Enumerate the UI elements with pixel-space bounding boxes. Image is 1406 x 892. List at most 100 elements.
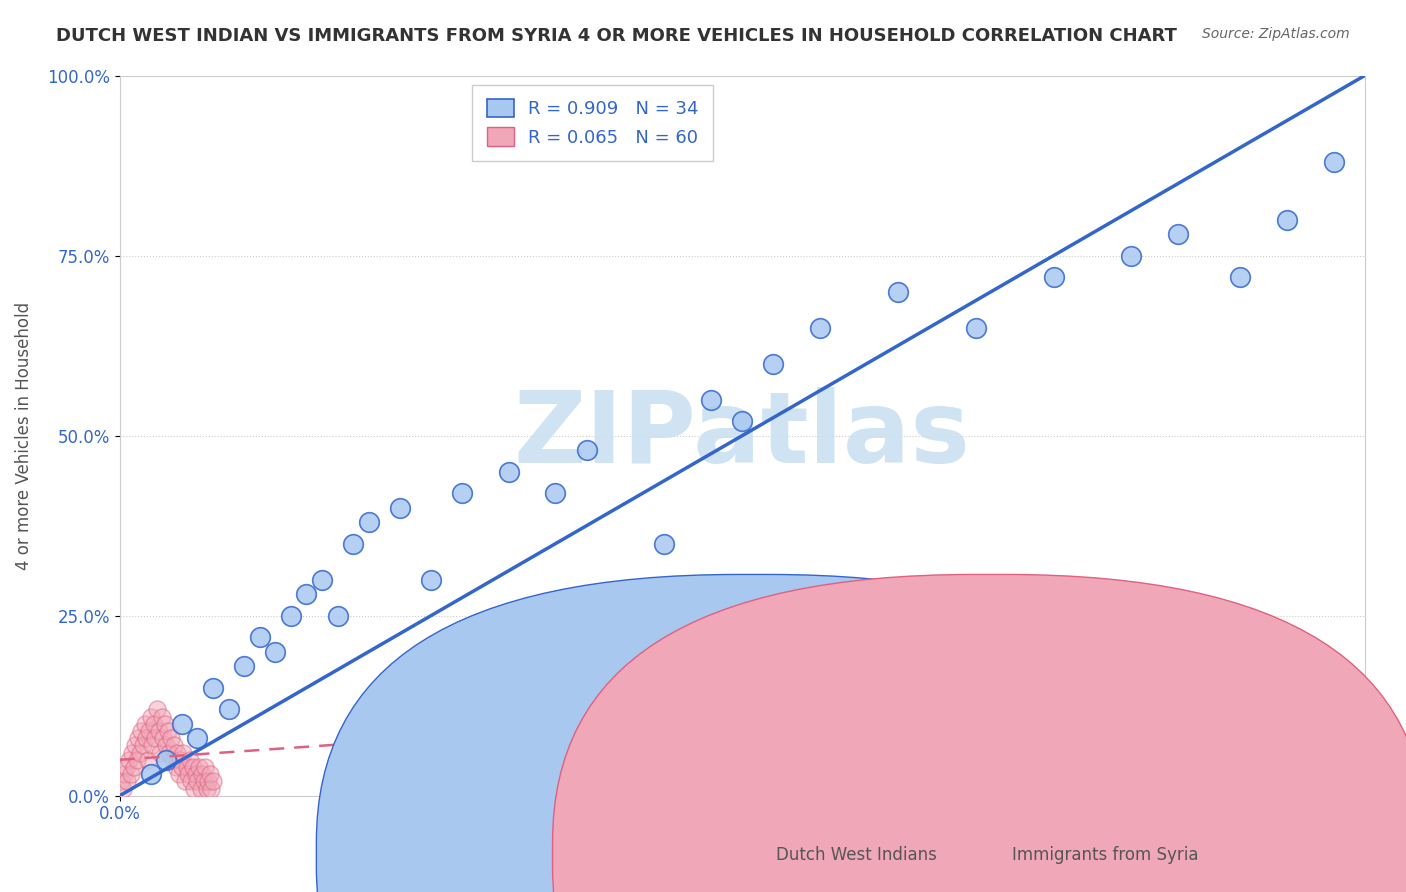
Point xyxy=(162,753,184,767)
Point xyxy=(139,709,162,723)
Point xyxy=(808,320,831,334)
Point xyxy=(1229,270,1251,285)
Point xyxy=(326,608,349,623)
Point xyxy=(1167,227,1189,241)
Point xyxy=(177,767,200,781)
Text: ZIPatlas: ZIPatlas xyxy=(513,387,970,484)
Point xyxy=(654,537,676,551)
Point xyxy=(201,681,224,695)
Point xyxy=(264,645,287,659)
Point xyxy=(127,731,149,746)
Point xyxy=(148,723,170,738)
Point xyxy=(700,392,723,407)
Point xyxy=(342,537,364,551)
Point xyxy=(1275,212,1298,227)
Point xyxy=(155,739,177,753)
Point xyxy=(179,753,201,767)
Point xyxy=(149,746,172,760)
Point xyxy=(280,608,302,623)
Point xyxy=(172,746,194,760)
Point xyxy=(111,781,134,796)
Point xyxy=(249,630,271,644)
Point xyxy=(188,760,211,774)
Point xyxy=(419,573,441,587)
Point xyxy=(190,781,212,796)
Point xyxy=(197,774,219,789)
Point xyxy=(169,753,191,767)
Point xyxy=(388,500,411,515)
Point xyxy=(153,716,176,731)
Point xyxy=(575,443,598,458)
Point xyxy=(124,739,146,753)
Point xyxy=(181,760,204,774)
Point xyxy=(125,753,148,767)
Point xyxy=(155,753,177,767)
Point xyxy=(195,781,218,796)
Point xyxy=(1323,155,1346,169)
Point xyxy=(152,731,174,746)
Point xyxy=(112,767,135,781)
Point xyxy=(451,486,474,500)
Point xyxy=(160,731,183,746)
Y-axis label: 4 or more Vehicles in Household: 4 or more Vehicles in Household xyxy=(15,301,32,570)
Point xyxy=(115,760,138,774)
Point xyxy=(194,760,217,774)
Point xyxy=(134,716,156,731)
Point xyxy=(191,767,214,781)
Point xyxy=(146,702,169,716)
Point xyxy=(176,760,198,774)
Point xyxy=(163,739,186,753)
Point xyxy=(762,357,785,371)
Point xyxy=(965,320,987,334)
Point xyxy=(142,716,165,731)
Point xyxy=(138,723,160,738)
Point xyxy=(184,767,207,781)
Point xyxy=(357,515,380,529)
Point xyxy=(145,731,167,746)
Point xyxy=(141,739,163,753)
Point xyxy=(295,587,318,601)
Point xyxy=(198,767,221,781)
Text: Immigrants from Syria: Immigrants from Syria xyxy=(1012,846,1199,863)
Text: Source: ZipAtlas.com: Source: ZipAtlas.com xyxy=(1202,27,1350,41)
Point xyxy=(498,465,520,479)
Point xyxy=(170,716,193,731)
Point xyxy=(166,746,188,760)
Point xyxy=(136,753,159,767)
Point xyxy=(1121,249,1143,263)
Point xyxy=(167,767,190,781)
Point xyxy=(1042,270,1064,285)
Text: Dutch West Indians: Dutch West Indians xyxy=(776,846,936,863)
Point xyxy=(311,573,333,587)
Point xyxy=(110,774,132,789)
Point xyxy=(186,731,208,746)
Point xyxy=(201,774,224,789)
Point xyxy=(887,285,910,299)
Point xyxy=(135,731,157,746)
Point xyxy=(131,723,153,738)
Point xyxy=(150,709,173,723)
Point xyxy=(731,414,754,428)
Point xyxy=(174,774,197,789)
Point xyxy=(193,774,215,789)
Legend: R = 0.909   N = 34, R = 0.065   N = 60: R = 0.909 N = 34, R = 0.065 N = 60 xyxy=(472,85,713,161)
Point xyxy=(233,659,256,673)
Point xyxy=(156,723,179,738)
Point xyxy=(200,781,222,796)
Point xyxy=(544,486,567,500)
Point xyxy=(117,774,139,789)
Point xyxy=(186,774,208,789)
Point xyxy=(132,739,155,753)
Point xyxy=(170,760,193,774)
Point xyxy=(120,767,142,781)
Point xyxy=(165,760,187,774)
Point xyxy=(183,781,205,796)
Text: DUTCH WEST INDIAN VS IMMIGRANTS FROM SYRIA 4 OR MORE VEHICLES IN HOUSEHOLD CORRE: DUTCH WEST INDIAN VS IMMIGRANTS FROM SYR… xyxy=(56,27,1177,45)
Point xyxy=(118,753,141,767)
Point xyxy=(139,767,162,781)
Point xyxy=(122,760,145,774)
Point xyxy=(128,746,150,760)
Point xyxy=(121,746,143,760)
Point xyxy=(157,746,180,760)
Point xyxy=(180,774,202,789)
